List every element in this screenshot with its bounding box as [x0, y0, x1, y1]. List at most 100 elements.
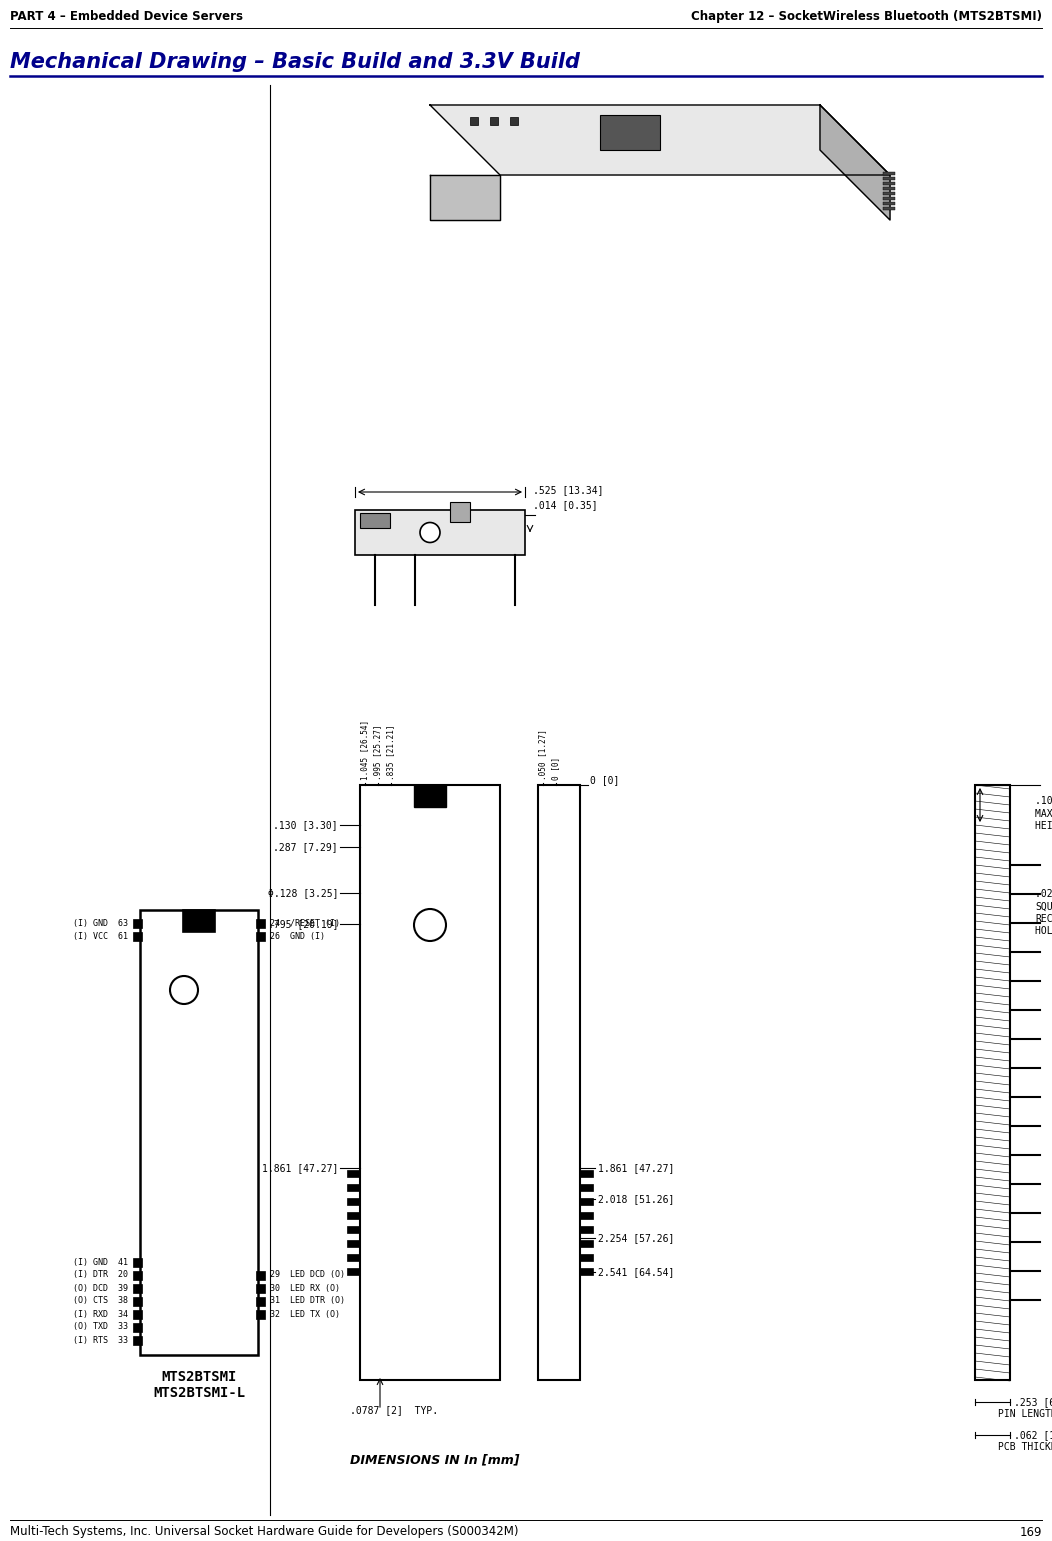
- Bar: [347, 1241, 360, 1247]
- Bar: [580, 1183, 593, 1191]
- Text: 2.018 [51.26]: 2.018 [51.26]: [598, 1194, 674, 1204]
- Text: .0787 [2]  TYP.: .0787 [2] TYP.: [350, 1405, 438, 1415]
- Text: .795 [20.19]: .795 [20.19]: [267, 918, 338, 929]
- Text: HEIGHT TOP: HEIGHT TOP: [1035, 821, 1052, 831]
- Bar: [470, 117, 478, 125]
- Bar: [414, 784, 446, 807]
- Text: 2.254 [57.26]: 2.254 [57.26]: [598, 1233, 674, 1244]
- Circle shape: [414, 909, 446, 942]
- Bar: [133, 1324, 142, 1331]
- Bar: [133, 918, 142, 928]
- Text: PART 4 – Embedded Device Servers: PART 4 – Embedded Device Servers: [11, 9, 243, 23]
- Bar: [580, 1254, 593, 1261]
- Text: MTS2BTSMI: MTS2BTSMI: [161, 1370, 237, 1384]
- Text: 31  LED DTR (O): 31 LED DTR (O): [270, 1296, 345, 1305]
- Bar: [133, 1310, 142, 1319]
- Bar: [133, 1284, 142, 1293]
- Text: 24  /RESET (I): 24 /RESET (I): [270, 918, 340, 928]
- Circle shape: [420, 522, 440, 542]
- Text: .062 [1.57] ±.0075": .062 [1.57] ±.0075": [1014, 1430, 1052, 1439]
- Text: 1.045 [26.54]: 1.045 [26.54]: [361, 720, 369, 780]
- Bar: [580, 1170, 593, 1177]
- Bar: [256, 1271, 265, 1281]
- Text: (I) GND  41: (I) GND 41: [73, 1257, 128, 1267]
- Bar: [183, 911, 215, 932]
- Text: (O) DCD  39: (O) DCD 39: [73, 1284, 128, 1293]
- Text: 169: 169: [1019, 1526, 1041, 1538]
- Text: .525 [13.34]: .525 [13.34]: [533, 485, 604, 495]
- Text: .253 [6.43] ±.015": .253 [6.43] ±.015": [1014, 1398, 1052, 1407]
- Text: SQUARE: SQUARE: [1035, 901, 1052, 912]
- Text: (I) GND  63: (I) GND 63: [73, 918, 128, 928]
- Bar: [256, 1298, 265, 1307]
- Bar: [580, 1213, 593, 1219]
- Bar: [580, 1227, 593, 1233]
- Bar: [360, 513, 390, 529]
- Text: 32  LED TX (O): 32 LED TX (O): [270, 1310, 340, 1319]
- Text: .100 [2.54]: .100 [2.54]: [1035, 795, 1052, 804]
- Text: Φ.128 [3.25]: Φ.128 [3.25]: [267, 888, 338, 898]
- Polygon shape: [430, 176, 500, 220]
- Bar: [883, 182, 895, 185]
- Bar: [580, 1268, 593, 1274]
- Text: MTS2BTSMI-L: MTS2BTSMI-L: [153, 1385, 245, 1401]
- Text: (O) TXD  33: (O) TXD 33: [73, 1322, 128, 1331]
- Bar: [133, 1298, 142, 1307]
- Bar: [347, 1183, 360, 1191]
- Bar: [347, 1268, 360, 1274]
- Bar: [347, 1227, 360, 1233]
- Bar: [580, 1241, 593, 1247]
- Text: 29  LED DCD (O): 29 LED DCD (O): [270, 1270, 345, 1279]
- Bar: [883, 193, 895, 196]
- Bar: [883, 197, 895, 200]
- Text: .020 [0.51]: .020 [0.51]: [1035, 888, 1052, 898]
- Text: RECOMMENDED: RECOMMENDED: [1035, 914, 1052, 925]
- Bar: [347, 1213, 360, 1219]
- Text: .014 [0.35]: .014 [0.35]: [533, 499, 598, 510]
- Text: (I) RTS  33: (I) RTS 33: [73, 1336, 128, 1344]
- Bar: [133, 1271, 142, 1281]
- Bar: [883, 177, 895, 180]
- Text: (O) CTS  38: (O) CTS 38: [73, 1296, 128, 1305]
- Text: (I) DTR  20: (I) DTR 20: [73, 1270, 128, 1279]
- Polygon shape: [820, 105, 890, 220]
- Text: 0 [0]: 0 [0]: [590, 775, 620, 784]
- Text: (I) RXD  34: (I) RXD 34: [73, 1310, 128, 1319]
- Text: 1.861 [47.27]: 1.861 [47.27]: [598, 1163, 674, 1173]
- Bar: [883, 186, 895, 190]
- Text: DIMENSIONS IN In [mm]: DIMENSIONS IN In [mm]: [350, 1453, 520, 1467]
- Polygon shape: [430, 105, 890, 176]
- Bar: [347, 1197, 360, 1205]
- Bar: [580, 1197, 593, 1205]
- Text: Multi-Tech Systems, Inc. Universal Socket Hardware Guide for Developers (S000342: Multi-Tech Systems, Inc. Universal Socke…: [11, 1526, 519, 1538]
- Bar: [490, 117, 498, 125]
- Text: 30  LED RX (O): 30 LED RX (O): [270, 1284, 340, 1293]
- Text: .050 [1.27]: .050 [1.27]: [539, 729, 547, 780]
- Bar: [510, 117, 518, 125]
- Text: 1.861 [47.27]: 1.861 [47.27]: [262, 1163, 338, 1173]
- Bar: [256, 932, 265, 942]
- Text: PCB THICKNESS: PCB THICKNESS: [997, 1442, 1052, 1452]
- Text: MAX. COMP.: MAX. COMP.: [1035, 809, 1052, 818]
- Bar: [347, 1170, 360, 1177]
- Bar: [256, 1284, 265, 1293]
- Bar: [133, 1257, 142, 1267]
- Text: Chapter 12 – SocketWireless Bluetooth (MTS2BTSMI): Chapter 12 – SocketWireless Bluetooth (M…: [691, 9, 1041, 23]
- Bar: [140, 911, 258, 1355]
- Text: 26  GND (I): 26 GND (I): [270, 931, 325, 940]
- Bar: [347, 1254, 360, 1261]
- Bar: [256, 1310, 265, 1319]
- Bar: [883, 202, 895, 205]
- Text: (I) VCC  61: (I) VCC 61: [73, 931, 128, 940]
- Bar: [450, 502, 470, 522]
- Bar: [883, 206, 895, 210]
- Bar: [256, 918, 265, 928]
- Text: 2.541 [64.54]: 2.541 [64.54]: [598, 1267, 674, 1277]
- Text: .287 [7.29]: .287 [7.29]: [274, 841, 338, 852]
- Bar: [538, 784, 580, 1381]
- Text: .995 [25.27]: .995 [25.27]: [373, 724, 383, 780]
- Bar: [133, 1336, 142, 1345]
- Bar: [360, 784, 500, 1381]
- Bar: [133, 932, 142, 942]
- Text: 0 [0]: 0 [0]: [551, 757, 561, 780]
